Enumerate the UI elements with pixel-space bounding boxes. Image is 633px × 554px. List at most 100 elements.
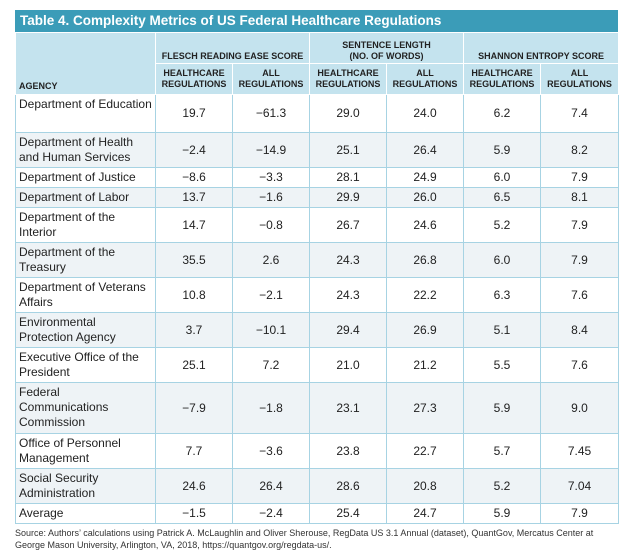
table-header: AGENCY FLESCH READING EASE SCORE SENTENC… <box>15 32 620 95</box>
value-cell: −2.4 <box>232 503 310 524</box>
subheader-row: HEALTHCARE REGULATIONS ALL REGULATIONS HEA… <box>16 63 620 95</box>
value-cell: 25.1 <box>155 347 233 383</box>
value-cell: 22.7 <box>385 433 465 469</box>
value-cell: 7.6 <box>540 347 620 383</box>
value-cell: 28.1 <box>309 167 387 188</box>
value-cell: 3.7 <box>155 312 233 348</box>
value-cell: 8.1 <box>540 187 620 208</box>
agency-cell: Environmental Protection Agency <box>15 312 156 348</box>
agency-cell: Office of Personnel Management <box>15 433 156 469</box>
value-cell: 2.6 <box>232 242 310 278</box>
value-cell: 21.0 <box>309 347 387 383</box>
value-cell: 24.0 <box>385 94 465 133</box>
value-cell: 7.9 <box>540 503 620 524</box>
value-cell: −0.8 <box>232 207 310 243</box>
table-container: Table 4. Complexity Metrics of US Federa… <box>15 10 620 551</box>
value-cell: 22.2 <box>385 277 465 313</box>
value-cell: −2.1 <box>232 277 310 313</box>
value-cell: 26.7 <box>309 207 387 243</box>
value-cell: 7.9 <box>540 207 620 243</box>
data-table: AGENCY FLESCH READING EASE SCORE SENTENC… <box>15 32 620 524</box>
value-cell: 25.1 <box>309 132 387 168</box>
table-row: Department of the Interior 14.7 −0.8 26.7 24… <box>15 207 620 243</box>
value-cell: −3.6 <box>232 433 310 469</box>
value-cell: 26.4 <box>232 468 310 504</box>
value-cell: −14.9 <box>232 132 310 168</box>
agency-cell: Department of Justice <box>15 167 156 188</box>
value-cell: −10.1 <box>232 312 310 348</box>
value-cell: 5.5 <box>463 347 542 383</box>
value-cell: 6.0 <box>463 167 542 188</box>
value-cell: 7.6 <box>540 277 620 313</box>
value-cell: 26.8 <box>385 242 465 278</box>
value-cell: 6.2 <box>463 94 542 133</box>
table-row: Department of Health and Human Services −… <box>15 132 620 168</box>
subheader: HEALTHCARE REGULATIONS <box>155 63 233 95</box>
value-cell: 7.2 <box>232 347 310 383</box>
value-cell: 28.6 <box>309 468 387 504</box>
subheader: ALL REGULATIONS <box>385 63 465 95</box>
value-cell: 24.7 <box>385 503 465 524</box>
table-row: Department of Labor 13.7 −1.6 29.9 26.0 6.5 8.… <box>15 187 620 208</box>
value-cell: 6.3 <box>463 277 542 313</box>
value-cell: 7.9 <box>540 242 620 278</box>
table-row: Office of Personnel Management 7.7 −3.6 23.… <box>15 433 620 469</box>
value-cell: 6.0 <box>463 242 542 278</box>
agency-cell: Department of Labor <box>15 187 156 208</box>
value-cell: 26.4 <box>385 132 465 168</box>
agency-cell: Department of Health and Human Services <box>15 132 156 168</box>
value-cell: 7.04 <box>540 468 620 504</box>
value-cell: −8.6 <box>155 167 233 188</box>
value-cell: 5.1 <box>463 312 542 348</box>
value-cell: 23.8 <box>309 433 387 469</box>
group-header-row: AGENCY FLESCH READING EASE SCORE SENTENC… <box>15 32 620 95</box>
group-header: SENTENCE LENGTH (NO. OF WORDS) <box>308 32 465 64</box>
value-cell: 7.9 <box>540 167 620 188</box>
value-cell: 7.4 <box>540 94 620 133</box>
value-cell: −3.3 <box>232 167 310 188</box>
value-cell: 5.7 <box>463 433 542 469</box>
table-title: Table 4. Complexity Metrics of US Federa… <box>15 10 618 32</box>
table-row: Average −1.5 −2.4 25.4 24.7 5.9 7.9 <box>15 503 620 524</box>
value-cell: 23.1 <box>309 382 387 434</box>
value-cell: 5.2 <box>463 468 542 504</box>
agency-cell: Department of Veterans Affairs <box>15 277 156 313</box>
value-cell: 6.5 <box>463 187 542 208</box>
value-cell: 7.7 <box>155 433 233 469</box>
subheader: HEALTHCARE REGULATIONS <box>309 63 387 95</box>
value-cell: 5.2 <box>463 207 542 243</box>
value-cell: 35.5 <box>155 242 233 278</box>
value-cell: 21.2 <box>385 347 465 383</box>
value-cell: 9.0 <box>540 382 620 434</box>
value-cell: 13.7 <box>155 187 233 208</box>
value-cell: 29.4 <box>309 312 387 348</box>
value-cell: −2.4 <box>155 132 233 168</box>
value-cell: −1.6 <box>232 187 310 208</box>
value-cell: −7.9 <box>155 382 233 434</box>
value-cell: 26.9 <box>385 312 465 348</box>
value-cell: 24.3 <box>309 277 387 313</box>
table-row: Executive Office of the President 25.1 7.2… <box>15 347 620 383</box>
table-body: Department of Education 19.7 −61.3 29.0 24.0… <box>15 94 620 524</box>
table-row: Federal Communications Commission −7.9 −1.… <box>15 382 620 434</box>
table-row: Department of Veterans Affairs 10.8 −2.1 24… <box>15 277 620 313</box>
value-cell: 24.6 <box>385 207 465 243</box>
agency-header: AGENCY <box>15 32 156 95</box>
group-header: FLESCH READING EASE SCORE <box>155 32 310 64</box>
value-cell: 29.0 <box>309 94 387 133</box>
value-cell: −61.3 <box>232 94 310 133</box>
value-cell: 10.8 <box>155 277 233 313</box>
agency-cell: Department of the Treasury <box>15 242 156 278</box>
agency-cell: Department of the Interior <box>15 207 156 243</box>
table-row: Department of Justice −8.6 −3.3 28.1 24.9 6.0… <box>15 167 620 188</box>
subheader: HEALTHCARE REGULATIONS <box>463 63 542 95</box>
value-cell: 29.9 <box>309 187 387 208</box>
value-cell: 25.4 <box>309 503 387 524</box>
value-cell: 27.3 <box>385 382 465 434</box>
value-cell: 5.9 <box>463 132 542 168</box>
value-cell: −1.5 <box>155 503 233 524</box>
value-cell: 14.7 <box>155 207 233 243</box>
agency-cell: Social Security Administration <box>15 468 156 504</box>
value-cell: 20.8 <box>385 468 465 504</box>
